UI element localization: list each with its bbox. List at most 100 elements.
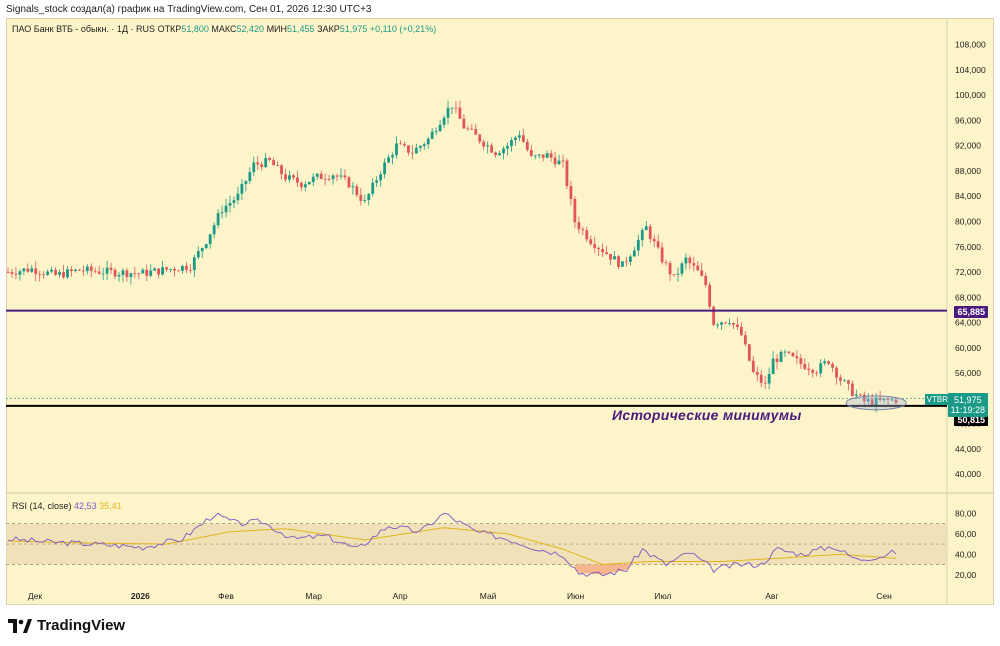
price-tick-label: 76,000 [955, 242, 981, 252]
rsi-label: RSI (14, close) [12, 501, 72, 511]
candle [454, 101, 458, 114]
candle-body [292, 175, 295, 178]
open-value: 51,800 [181, 24, 209, 34]
candle-body [684, 257, 688, 264]
candle [208, 234, 212, 249]
candle-body [704, 275, 708, 285]
price-tick-label: 68,000 [955, 292, 981, 302]
candle-body [736, 324, 739, 327]
high-label: МАКС [211, 24, 237, 34]
candle-body [597, 248, 601, 250]
candle-body [458, 107, 462, 119]
candle-body [668, 263, 672, 275]
candle [299, 181, 303, 191]
candle [371, 178, 375, 197]
candle-body [716, 324, 720, 326]
candle [605, 245, 609, 255]
candle-body [438, 124, 442, 132]
candle [601, 243, 605, 258]
candle-body [50, 269, 54, 272]
candle [165, 266, 168, 272]
candle [565, 158, 569, 189]
candle [890, 397, 894, 402]
candle [295, 170, 299, 188]
candle-body [220, 212, 224, 214]
candle [847, 379, 850, 390]
candle [506, 142, 509, 156]
candle-body [181, 265, 184, 271]
candle [383, 158, 387, 179]
candle-body [70, 269, 73, 271]
candle-body [272, 159, 276, 166]
candle [708, 282, 712, 309]
tradingview-brand[interactable]: TradingView [8, 617, 125, 634]
price-tick-label: 64,000 [955, 318, 981, 328]
candle-body [319, 173, 323, 179]
candle-body [632, 250, 636, 257]
candle [823, 358, 827, 366]
candle-body [874, 397, 878, 406]
candle-body [831, 363, 834, 368]
candle-body [890, 399, 894, 401]
price-tick-label: 88,000 [955, 166, 981, 176]
candle [541, 154, 545, 162]
candle-body [549, 153, 553, 158]
candle-body [843, 380, 846, 382]
candle-body [208, 234, 212, 245]
candle-body [696, 265, 700, 271]
candle-body [502, 148, 505, 154]
candle-body [537, 154, 541, 156]
candle-body [486, 145, 490, 147]
candle-body [339, 175, 343, 177]
candle-body [708, 284, 712, 307]
candle-body [573, 198, 577, 223]
candle-body [430, 131, 434, 139]
time-tick-label: Авг [765, 591, 778, 601]
candle-body [787, 351, 791, 353]
candle-body [145, 269, 149, 276]
candle [236, 186, 240, 205]
candle [347, 175, 351, 189]
candle [589, 235, 593, 246]
historical-lows-annotation[interactable]: Исторические минимумы [612, 407, 802, 423]
candle [839, 374, 842, 386]
candle-body [371, 182, 375, 194]
candle-body [510, 139, 513, 147]
candle-body [676, 273, 680, 275]
candle [399, 140, 402, 145]
candle [149, 264, 153, 278]
candle-body [783, 351, 787, 353]
candle-body [728, 323, 731, 324]
candle [387, 154, 390, 164]
candle [732, 322, 735, 330]
historical-lows-ellipse[interactable] [845, 395, 907, 411]
candle [537, 153, 541, 159]
candle [545, 150, 549, 159]
price-tick-label: 92,000 [955, 141, 981, 151]
candle-body [406, 145, 410, 153]
candle-body [129, 273, 133, 278]
candle-body [177, 270, 180, 272]
candle [113, 267, 117, 280]
candle [109, 262, 113, 275]
candle-body [601, 249, 605, 253]
candle-body [153, 268, 157, 271]
candle [46, 269, 50, 277]
candle-body [375, 180, 379, 183]
candle [375, 176, 379, 187]
candle-body [561, 160, 565, 162]
candle-body [553, 157, 557, 165]
candle-body [605, 252, 609, 255]
time-tick-label: 2026 [131, 591, 150, 601]
candle-body [347, 177, 351, 188]
candle [716, 322, 720, 329]
candle-body [482, 141, 486, 147]
candle [700, 262, 704, 277]
candle-body [228, 202, 232, 206]
candle-body [244, 180, 248, 185]
candle [474, 123, 478, 135]
candle [783, 349, 787, 358]
candle [886, 396, 890, 407]
candle-body [276, 165, 279, 167]
